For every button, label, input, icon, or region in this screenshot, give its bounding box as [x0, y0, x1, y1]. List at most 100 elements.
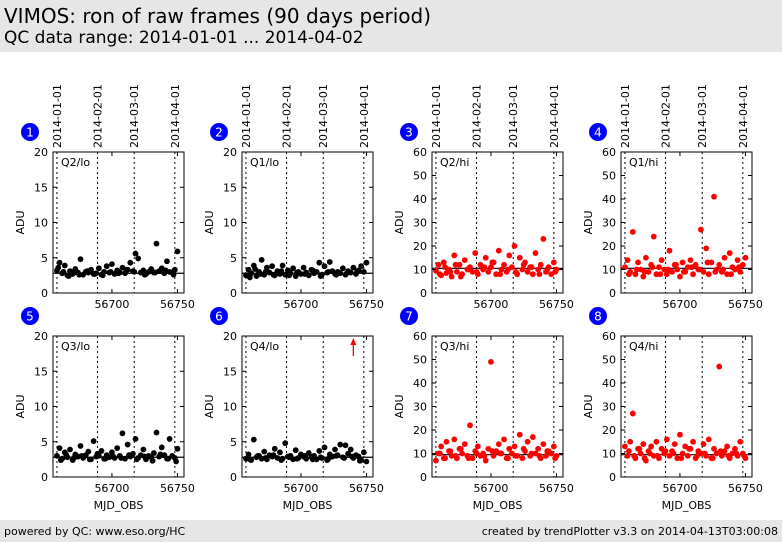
date-label: 2014-01-01 — [51, 84, 64, 148]
date-label: 2014-03-01 — [128, 84, 141, 148]
y-tick-label: 15 — [223, 181, 237, 194]
date-label: 2014-01-01 — [240, 84, 253, 148]
data-point — [321, 263, 328, 270]
data-point — [271, 445, 278, 452]
data-point — [497, 271, 504, 278]
y-tick-label: 20 — [34, 146, 48, 159]
data-point — [360, 449, 367, 456]
data-point — [278, 457, 285, 463]
y-axis-label: ADU — [582, 394, 595, 418]
x-tick-label: 56700 — [473, 482, 508, 495]
data-point — [684, 452, 691, 459]
data-point — [277, 449, 283, 456]
y-tick-label: 15 — [34, 181, 48, 194]
y-tick-label: 10 — [602, 448, 616, 461]
panel-5: 5 0 5 10 15 20 56700 56750 ADU MJD_OBS Q3/lo — [14, 307, 195, 512]
data-point — [270, 271, 277, 278]
panel-number: 1 — [26, 126, 34, 140]
data-point — [704, 259, 711, 266]
data-point — [282, 440, 289, 447]
data-point — [286, 272, 293, 279]
data-point — [674, 266, 681, 273]
y-tick-label: 20 — [223, 330, 237, 343]
data-point — [358, 263, 365, 270]
x-tick-label: 56750 — [349, 298, 384, 311]
series-label: Q1/hi — [629, 156, 658, 169]
y-tick-label: 50 — [602, 354, 616, 367]
data-point — [301, 271, 308, 277]
data-point — [326, 259, 333, 265]
data-point — [60, 268, 67, 275]
data-point — [337, 441, 344, 448]
data-point — [732, 445, 738, 452]
y-tick-label: 20 — [413, 240, 427, 253]
x-tick-label: 56700 — [473, 298, 508, 311]
data-point — [254, 452, 261, 459]
y-tick-label: 30 — [413, 217, 427, 230]
data-point — [641, 455, 648, 462]
data-point — [519, 266, 526, 273]
footer-powered-by: powered by QC: www.eso.org/HC — [4, 525, 186, 538]
data-point — [544, 448, 551, 455]
data-point — [294, 269, 300, 276]
data-point — [132, 436, 139, 442]
data-point — [519, 455, 526, 462]
data-point — [261, 448, 268, 455]
data-point — [103, 263, 110, 270]
data-point — [119, 430, 126, 437]
data-point — [540, 236, 547, 242]
data-point — [629, 229, 636, 235]
y-tick-label: 10 — [413, 264, 427, 277]
data-point — [442, 264, 448, 271]
data-point — [270, 452, 277, 459]
date-label: 2014-04-01 — [169, 84, 182, 148]
data-point — [648, 443, 655, 450]
date-label: 2014-01-01 — [619, 84, 632, 148]
data-point — [250, 436, 257, 443]
data-point — [171, 266, 178, 273]
data-point — [77, 256, 84, 263]
data-point — [670, 450, 677, 457]
data-point — [632, 271, 639, 278]
x-axis-label: MJD_OBS — [94, 499, 144, 512]
data-point — [529, 271, 536, 278]
panel-number: 4 — [594, 126, 602, 140]
y-tick-label: 50 — [413, 354, 427, 367]
data-point — [292, 447, 299, 454]
data-point — [473, 268, 480, 275]
data-point — [55, 264, 62, 271]
data-point — [85, 448, 92, 455]
data-point — [625, 271, 632, 278]
data-point — [512, 452, 519, 459]
data-point — [257, 271, 264, 277]
data-point — [506, 252, 513, 259]
data-point — [679, 259, 686, 266]
y-tick-label: 60 — [413, 146, 427, 159]
data-point — [552, 455, 559, 462]
data-point — [131, 268, 138, 275]
panel-number-badge — [400, 307, 418, 325]
data-point — [717, 448, 724, 455]
data-point — [485, 268, 492, 275]
y-tick-label: 5 — [230, 436, 237, 449]
panel-number: 3 — [405, 126, 413, 140]
data-point — [174, 248, 181, 255]
data-point — [535, 445, 542, 452]
data-point — [317, 454, 324, 461]
data-point — [115, 270, 122, 277]
data-point — [127, 259, 134, 266]
data-point — [536, 452, 543, 459]
panel-number-badge — [400, 123, 418, 141]
data-point — [472, 250, 479, 256]
y-tick-label: 5 — [41, 436, 48, 449]
panel-number-badge — [210, 123, 228, 141]
data-point — [498, 266, 505, 273]
data-point — [158, 444, 165, 451]
data-point — [501, 436, 507, 443]
data-point — [720, 266, 727, 273]
data-point — [516, 431, 523, 438]
data-point — [654, 452, 661, 459]
data-point — [114, 445, 121, 451]
